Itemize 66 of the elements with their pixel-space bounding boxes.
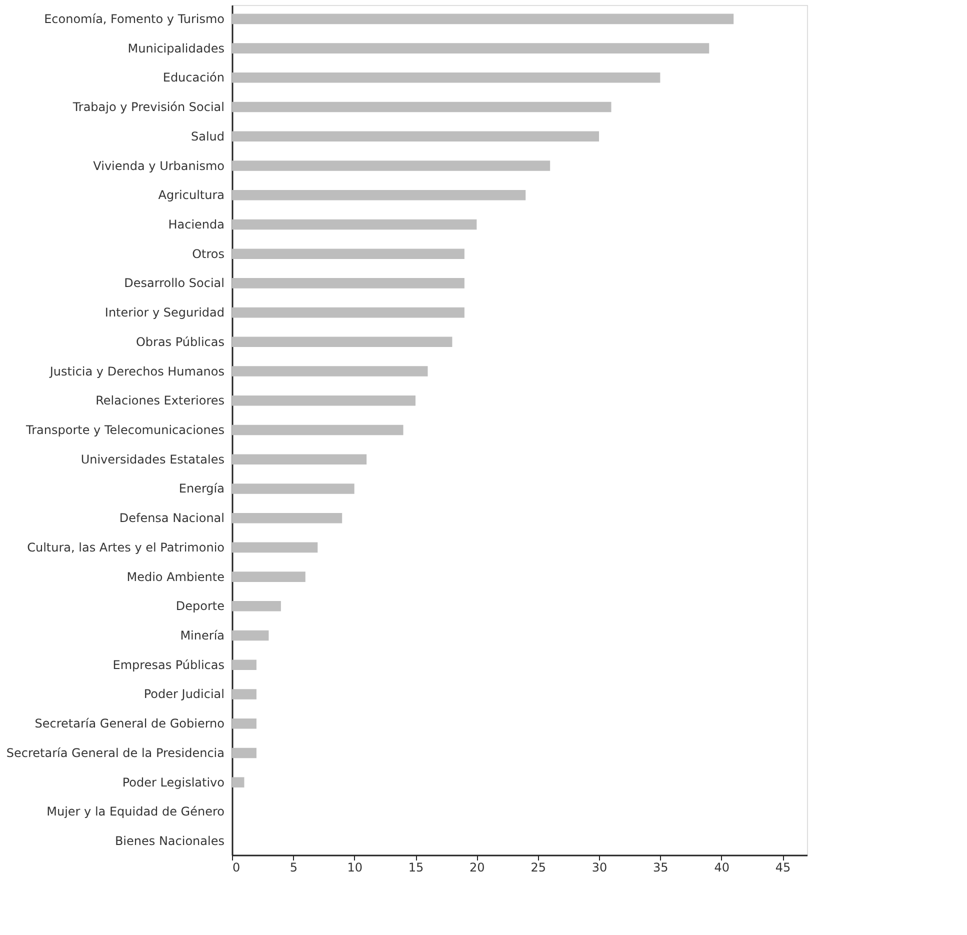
bar	[232, 718, 256, 729]
y-tick-label: Deporte	[176, 599, 224, 614]
y-tick-label: Salud	[190, 129, 224, 144]
bar	[232, 366, 428, 376]
bar	[232, 630, 269, 641]
x-tick-label: 25	[530, 860, 546, 874]
bar	[232, 424, 404, 436]
x-tick-label: 45	[775, 860, 791, 874]
bar	[232, 601, 281, 612]
x-tick-label: 15	[408, 860, 424, 874]
y-tick-label: Energía	[178, 482, 224, 496]
bar	[232, 454, 367, 464]
y-tick-label: Obras Públicas	[136, 334, 224, 349]
bar	[232, 777, 244, 788]
bar	[232, 572, 306, 582]
y-tick-label: Poder Judicial	[144, 687, 224, 702]
x-tick-label: 10	[347, 860, 362, 874]
y-tick-label: Secretaría General de Gobierno	[34, 716, 224, 731]
y-tick-label: Hacienda	[168, 217, 224, 232]
x-tick-label: 0	[232, 860, 240, 874]
y-tick-label: Mujer y la Equidad de Género	[46, 804, 224, 819]
bar	[232, 542, 318, 553]
bar	[232, 278, 464, 288]
y-tick-label: Justicia y Derechos Humanos	[48, 364, 224, 378]
x-tick-label: 5	[290, 860, 298, 874]
y-tick-label: Universidades Estatales	[80, 452, 224, 466]
bar	[232, 689, 256, 700]
bar	[232, 484, 354, 494]
bar	[232, 131, 600, 142]
y-tick-label: Economía, Fomento y Turismo	[44, 12, 224, 26]
bar	[232, 396, 416, 406]
bar	[232, 336, 452, 348]
bar	[232, 307, 464, 318]
y-tick-label: Secretaría General de la Presidencia	[6, 746, 224, 760]
y-tick-label: Relaciones Exteriores	[96, 394, 224, 408]
bar	[232, 660, 256, 670]
x-tick-label: 35	[653, 860, 668, 874]
y-tick-label: Desarrollo Social	[124, 276, 224, 290]
y-tick-label: Trabajo y Previsión Social	[72, 100, 224, 114]
y-tick-label: Agricultura	[158, 188, 224, 202]
x-tick-label: 40	[714, 860, 730, 874]
y-tick-label: Interior y Seguridad	[104, 306, 224, 320]
y-tick-label: Municipalidades	[128, 41, 224, 56]
bar	[232, 190, 526, 200]
bar	[232, 14, 734, 24]
bar	[232, 219, 477, 230]
bar	[232, 102, 612, 112]
x-tick-label: 20	[470, 860, 485, 874]
y-tick-label: Minería	[180, 628, 224, 643]
bar	[232, 248, 464, 259]
bar	[232, 160, 550, 171]
y-tick-label: Poder Legislativo	[122, 775, 224, 790]
y-tick-label: Bienes Nacionales	[114, 834, 224, 848]
bar	[232, 72, 660, 83]
y-tick-label: Defensa Nacional	[119, 511, 224, 526]
y-tick-label: Transporte y Telecomunicaciones	[25, 423, 224, 437]
bar	[232, 43, 710, 54]
y-tick-label: Cultura, las Artes y el Patrimonio	[27, 540, 224, 554]
y-tick-label: Empresas Públicas	[112, 658, 224, 672]
bar	[232, 748, 256, 758]
y-tick-label: Medio Ambiente	[126, 570, 224, 584]
y-tick-label: Vivienda y Urbanismo	[93, 158, 224, 173]
y-tick-label: Educación	[162, 70, 224, 85]
x-tick-label: 30	[592, 860, 608, 874]
bar	[232, 512, 342, 524]
y-tick-label: Otros	[192, 246, 224, 261]
